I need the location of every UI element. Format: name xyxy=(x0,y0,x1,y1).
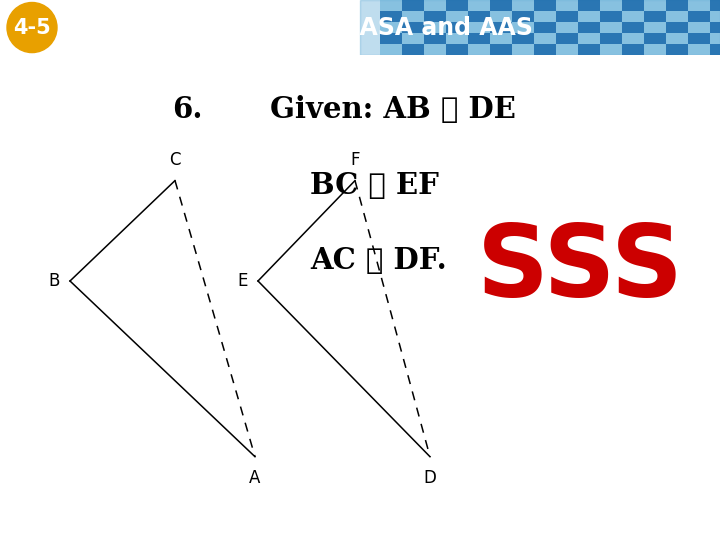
Bar xyxy=(644,22,666,33)
Circle shape xyxy=(7,3,57,52)
Bar xyxy=(556,0,578,11)
Bar xyxy=(490,33,512,44)
Bar xyxy=(424,33,446,44)
Bar xyxy=(446,33,468,44)
Bar xyxy=(644,11,666,22)
Text: E: E xyxy=(238,272,248,290)
Bar xyxy=(644,0,666,11)
Bar xyxy=(512,11,534,22)
Bar xyxy=(380,33,402,44)
Bar xyxy=(402,22,424,33)
Bar xyxy=(556,11,578,22)
Bar xyxy=(534,11,556,22)
Bar xyxy=(380,44,402,55)
Bar xyxy=(512,22,534,33)
Text: 4-5: 4-5 xyxy=(13,17,51,38)
Bar xyxy=(424,0,446,11)
Bar xyxy=(666,22,688,33)
Text: C: C xyxy=(169,151,181,168)
Bar xyxy=(710,22,720,33)
Bar xyxy=(644,44,666,55)
Bar xyxy=(710,44,720,55)
Text: D: D xyxy=(423,469,436,487)
Bar xyxy=(578,44,600,55)
Bar xyxy=(666,11,688,22)
Text: 6.: 6. xyxy=(172,95,202,124)
Bar xyxy=(468,22,490,33)
Bar xyxy=(468,11,490,22)
Bar xyxy=(600,11,622,22)
Text: BC ≅ EF: BC ≅ EF xyxy=(310,171,439,200)
Bar xyxy=(424,22,446,33)
Bar xyxy=(578,22,600,33)
Bar xyxy=(534,44,556,55)
Bar xyxy=(622,11,644,22)
Bar xyxy=(402,0,424,11)
Bar xyxy=(402,44,424,55)
Bar xyxy=(424,44,446,55)
Bar xyxy=(512,44,534,55)
Bar xyxy=(424,11,446,22)
Bar xyxy=(644,33,666,44)
Bar xyxy=(688,44,710,55)
Text: A: A xyxy=(249,469,261,487)
Bar xyxy=(600,22,622,33)
Bar xyxy=(622,0,644,11)
Bar xyxy=(490,22,512,33)
Bar xyxy=(688,0,710,11)
Bar xyxy=(556,22,578,33)
Bar xyxy=(578,33,600,44)
Bar xyxy=(600,0,622,11)
Bar xyxy=(512,33,534,44)
Bar xyxy=(534,33,556,44)
Text: Holt Geometry: Holt Geometry xyxy=(8,519,110,532)
Bar xyxy=(600,44,622,55)
Bar xyxy=(490,44,512,55)
Bar xyxy=(688,11,710,22)
Bar xyxy=(710,11,720,22)
Text: F: F xyxy=(350,151,360,168)
Text: SSS: SSS xyxy=(477,221,683,318)
Bar xyxy=(468,44,490,55)
Bar xyxy=(666,44,688,55)
Bar xyxy=(446,0,468,11)
Bar xyxy=(490,11,512,22)
Text: Triangle Congruence: ASA and AAS: Triangle Congruence: ASA and AAS xyxy=(68,16,533,39)
Bar xyxy=(380,11,402,22)
Bar xyxy=(402,11,424,22)
Bar xyxy=(512,0,534,11)
Bar xyxy=(468,0,490,11)
Bar xyxy=(556,44,578,55)
Bar xyxy=(666,0,688,11)
Bar xyxy=(446,44,468,55)
Bar xyxy=(534,0,556,11)
Bar xyxy=(360,0,720,55)
Bar xyxy=(622,22,644,33)
Bar xyxy=(490,0,512,11)
Bar xyxy=(578,11,600,22)
Text: B: B xyxy=(49,272,60,290)
Bar xyxy=(710,0,720,11)
Bar xyxy=(380,22,402,33)
Bar xyxy=(600,33,622,44)
Bar xyxy=(446,11,468,22)
Bar xyxy=(688,33,710,44)
Bar xyxy=(468,33,490,44)
Bar xyxy=(556,33,578,44)
Bar xyxy=(380,0,402,11)
Text: Copyright © by Holt, Rinehart and Winston. All Rights Reserved.: Copyright © by Holt, Rinehart and Winsto… xyxy=(420,522,712,530)
Bar xyxy=(710,33,720,44)
Bar xyxy=(622,33,644,44)
Bar xyxy=(688,22,710,33)
Bar xyxy=(446,22,468,33)
Bar xyxy=(622,44,644,55)
Bar xyxy=(578,0,600,11)
Text: AC ≅ DF.: AC ≅ DF. xyxy=(310,246,446,275)
Bar xyxy=(402,33,424,44)
Text: Given: AB ≅ DE: Given: AB ≅ DE xyxy=(270,95,516,124)
Bar xyxy=(534,22,556,33)
Bar xyxy=(666,33,688,44)
